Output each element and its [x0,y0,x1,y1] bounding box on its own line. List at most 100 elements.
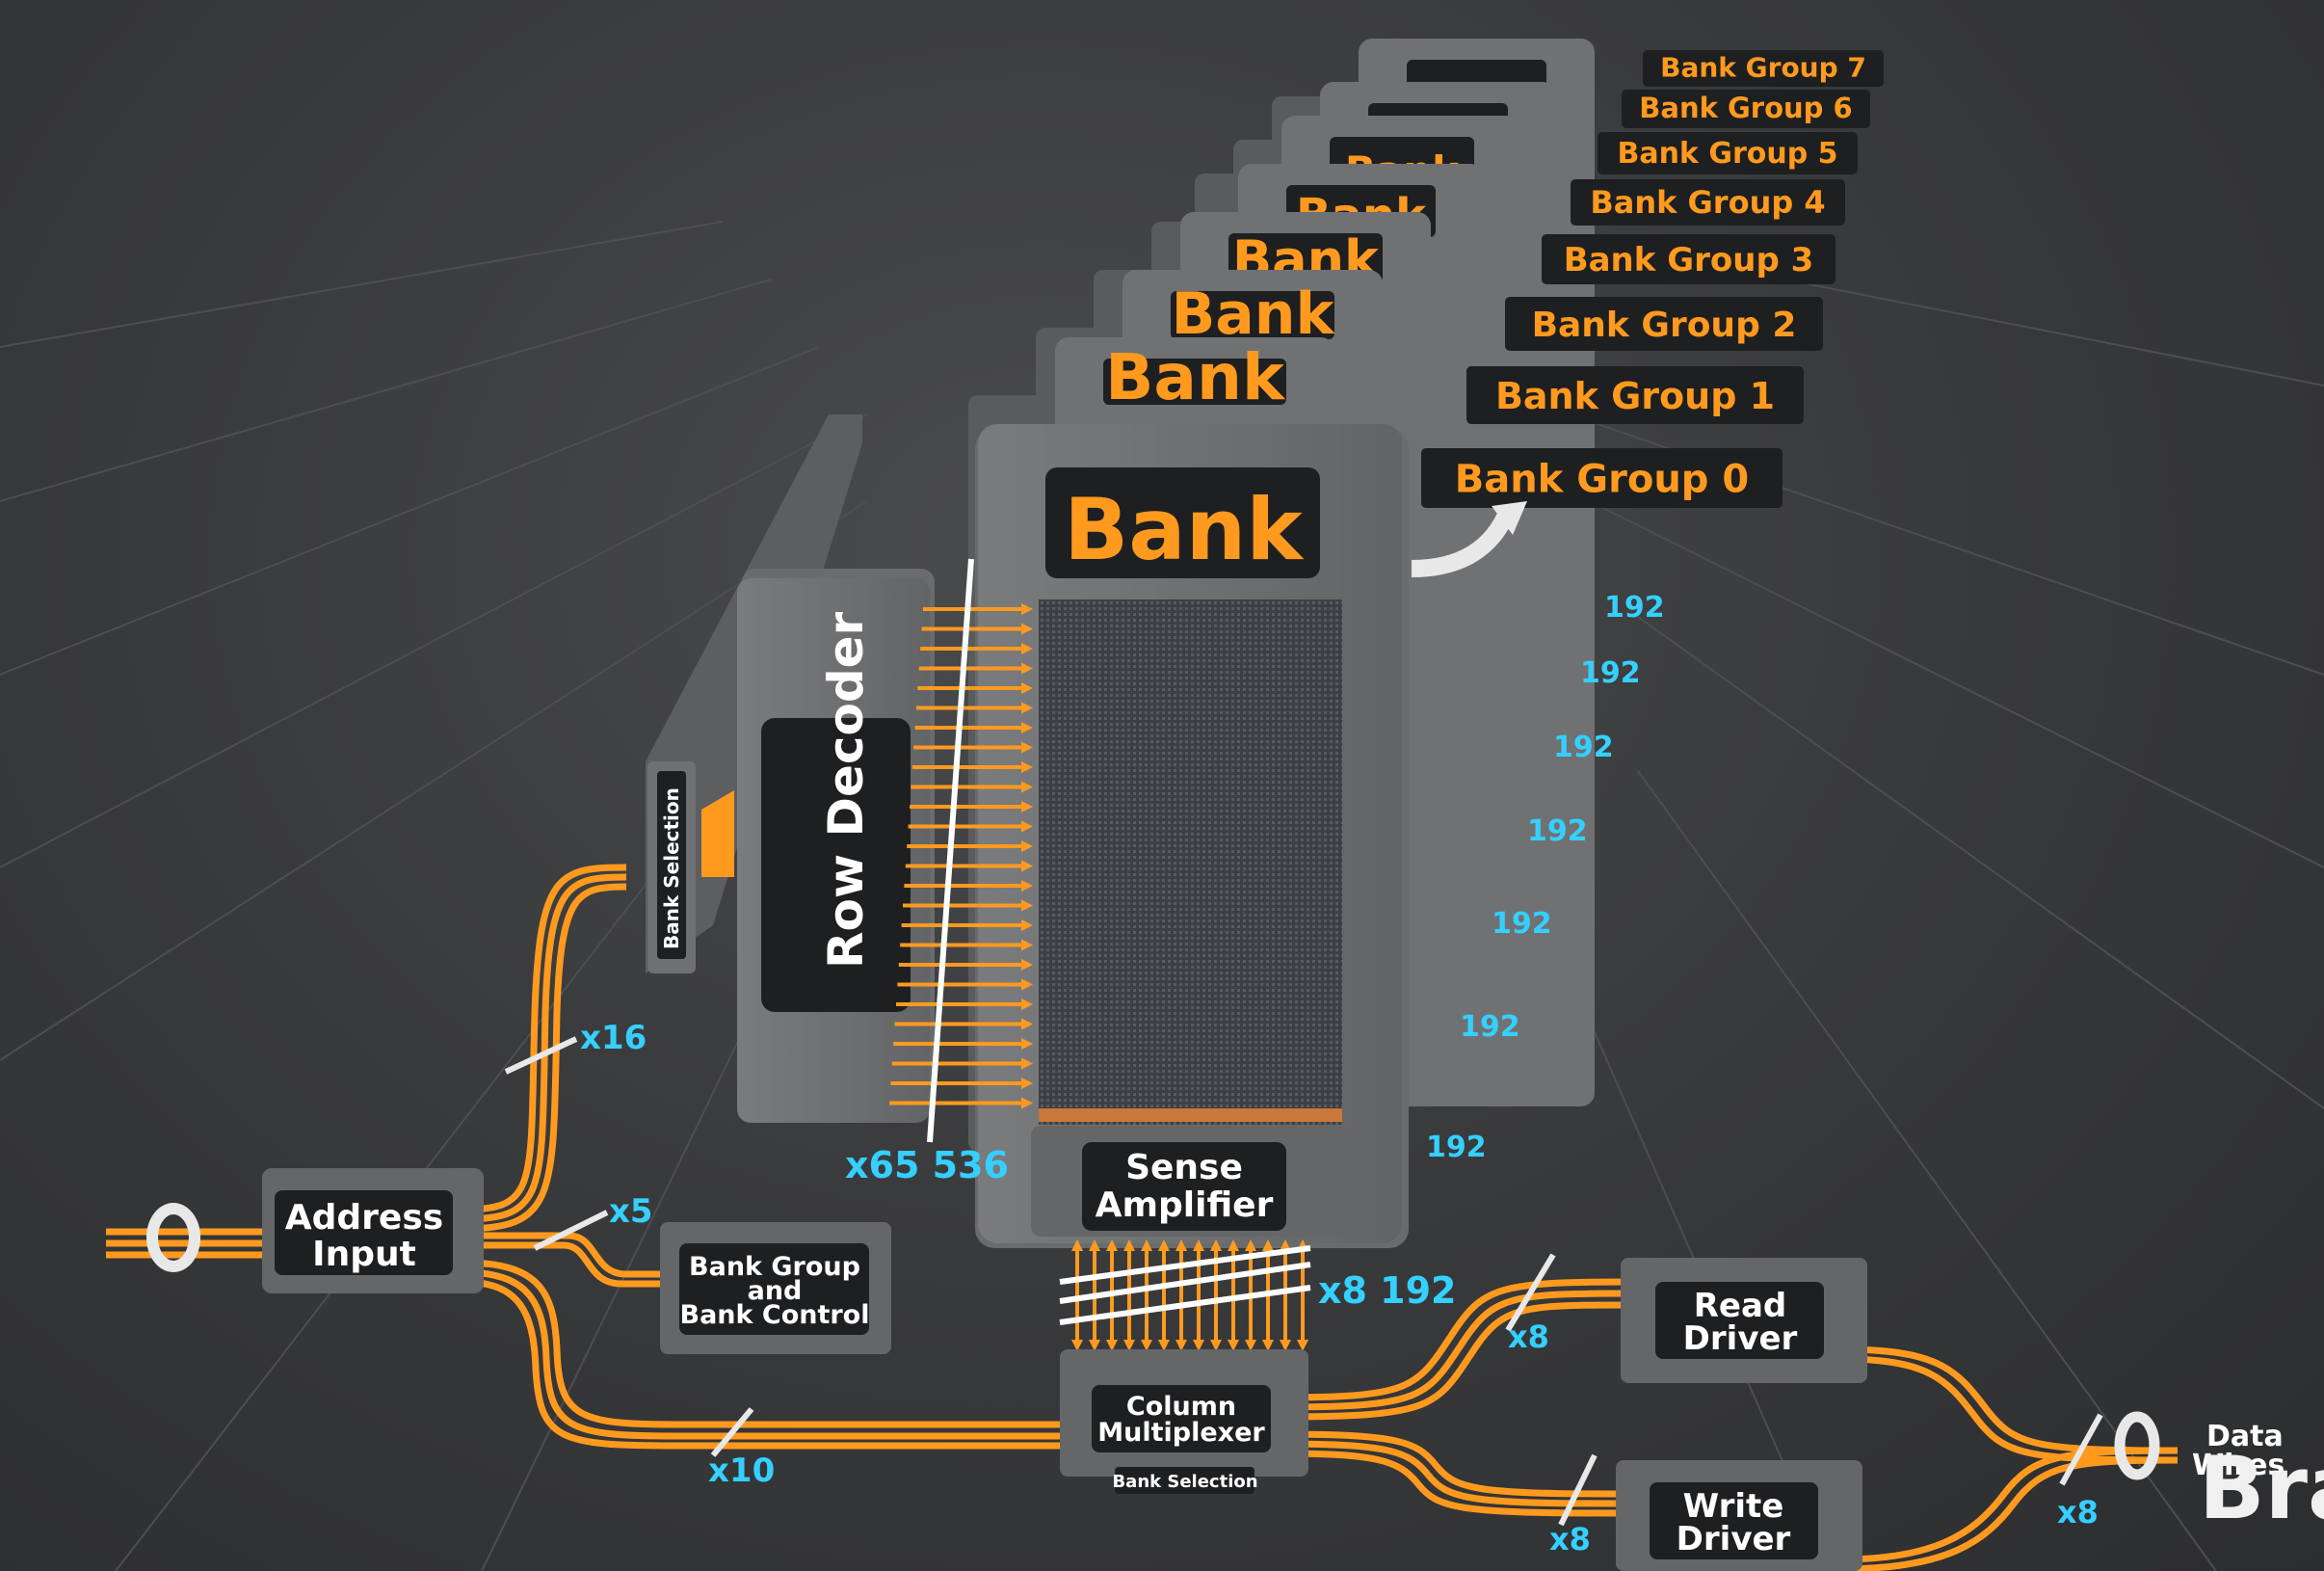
row-arrow-head [1021,999,1033,1010]
svg-text:Bank Control: Bank Control [680,1300,870,1330]
row-arrow-head [1021,840,1033,852]
column-arrow-up [1089,1239,1100,1251]
row-arrow-head [1021,1097,1033,1109]
stack-count-192: 192 [1492,907,1552,941]
row-arrow-head [1021,682,1033,694]
watermark: Bra [2199,1438,2324,1539]
address-input-connector [146,1203,200,1272]
bank-group-label-3: Bank Group 3 [1542,234,1835,284]
bank-group-text: Bank Group 6 [1639,92,1852,124]
stack-count-192: 192 [1460,1010,1520,1044]
row-arrow-head [1021,623,1033,635]
svg-text:Input: Input [312,1235,416,1274]
column-arrow-down [1297,1340,1308,1351]
column-arrow-down [1193,1340,1204,1351]
row-arrow-head [1021,1038,1033,1050]
row-arrow-head [1021,801,1033,812]
bank-group-text: Bank Group 3 [1564,241,1814,280]
column-arrow-down [1106,1340,1118,1351]
column-arrow-up [1123,1239,1135,1251]
row-bus-slash [927,558,974,1143]
svg-text:and: and [748,1276,803,1306]
column-arrow-up [1193,1239,1204,1251]
row-arrow-head [1021,702,1033,714]
data-wires [1276,1278,2179,1571]
count-rows: x65 536 [845,1144,1009,1186]
row-arrow-head [1021,722,1033,733]
row-arrow-head [1021,781,1033,793]
row-arrow-head [1021,643,1033,654]
svg-text:Column: Column [1126,1392,1236,1422]
column-arrow-down [1123,1340,1135,1351]
column-bus-slash [1059,1262,1311,1304]
row-arrow-head [1021,860,1033,872]
bank-group-text: Bank Group 0 [1455,457,1749,501]
row-arrow-head [1021,1078,1033,1089]
column-arrow-down [1245,1340,1256,1351]
data-wires-output: Data Wires [2059,1411,2284,1486]
svg-text:Data: Data [2206,1420,2284,1453]
count-x16: x16 [580,1019,647,1057]
row-arrow-head [1021,1057,1033,1070]
column-arrow-up [1158,1239,1170,1251]
column-arrow-up [1210,1239,1222,1251]
column-arrow-down [1210,1340,1222,1351]
bank-group-label-4: Bank Group 4 [1571,179,1845,226]
column-arrow-down [1175,1340,1187,1351]
row-arrow-head [1021,978,1033,991]
svg-text:Driver: Driver [1677,1520,1791,1558]
address-wires [106,864,1087,1450]
row-arrow-head [1021,939,1033,951]
column-arrow-down [1158,1340,1170,1351]
row-arrow-head [1021,959,1033,971]
column-arrow-up [1141,1239,1152,1251]
bank-group-labels: Bank Group 7 Bank Group 6 Bank Group 5 Bank… [1421,50,1884,508]
stacked-bank-title: Bank [1172,280,1336,348]
bank-group-text: Bank Group 2 [1532,306,1797,345]
bank-group-text: Bank Group 7 [1660,52,1866,84]
svg-text:Address: Address [285,1198,443,1238]
column-arrow-down [1141,1340,1152,1351]
svg-text:Bank Group: Bank Group [689,1252,860,1282]
row-arrow-head [1021,662,1033,675]
row-arrow-head [1021,761,1033,773]
column-bank-selection-label: Bank Selection [1112,1472,1257,1492]
column-bus-slash [1059,1285,1311,1325]
row-arrow-head [1021,603,1033,615]
stack-count-192: 192 [1580,656,1641,690]
row-arrow-head [1021,741,1033,754]
row-arrow-head [1021,919,1033,931]
stack-count-192: 192 [1553,731,1614,764]
column-arrow-up [1071,1239,1083,1251]
bank-selection-label: Bank Selection [660,787,683,949]
address-input: Address Input [262,1168,484,1293]
bank-group-label-0: Bank Group 0 [1421,448,1783,508]
column-arrow-down [1071,1340,1083,1351]
column-arrow-up [1175,1239,1187,1251]
stack-count-labels: 192 192 192 192 192 192 192 [1426,591,1665,1164]
bank-group-label-7: Bank Group 7 [1643,50,1884,87]
column-bus-slash [1059,1245,1311,1285]
bank-group-text: Bank Group 5 [1617,137,1837,171]
count-x10: x10 [708,1451,775,1490]
front-bank: Bank Sense Amplifier [975,424,1409,1248]
bank-group-arrow [1411,507,1517,577]
column-arrow-up [1262,1239,1274,1251]
stack-count-192: 192 [1604,591,1665,625]
svg-text:Wires: Wires [2192,1449,2284,1482]
bank-group-label-2: Bank Group 2 [1505,297,1823,351]
bank-group-text: Bank Group 4 [1590,184,1825,221]
stack-count-192: 192 [1426,1131,1487,1164]
bank-group-label-1: Bank Group 1 [1466,366,1804,424]
svg-text:Read: Read [1694,1287,1787,1325]
write-driver: Write Driver [1616,1460,1862,1571]
column-arrow-up [1106,1239,1118,1251]
bank-group-label-5: Bank Group 5 [1598,132,1858,174]
row-arrow-head [1021,899,1033,912]
svg-text:Bra: Bra [2199,1438,2324,1539]
bank-group-text: Bank Group 1 [1495,375,1775,417]
count-labels: x16 x5 x10 x65 536 x8 192 x8 x8 x8 [580,1019,2099,1558]
read-driver: Read Driver [1621,1258,1867,1383]
column-arrow-up [1228,1239,1239,1251]
